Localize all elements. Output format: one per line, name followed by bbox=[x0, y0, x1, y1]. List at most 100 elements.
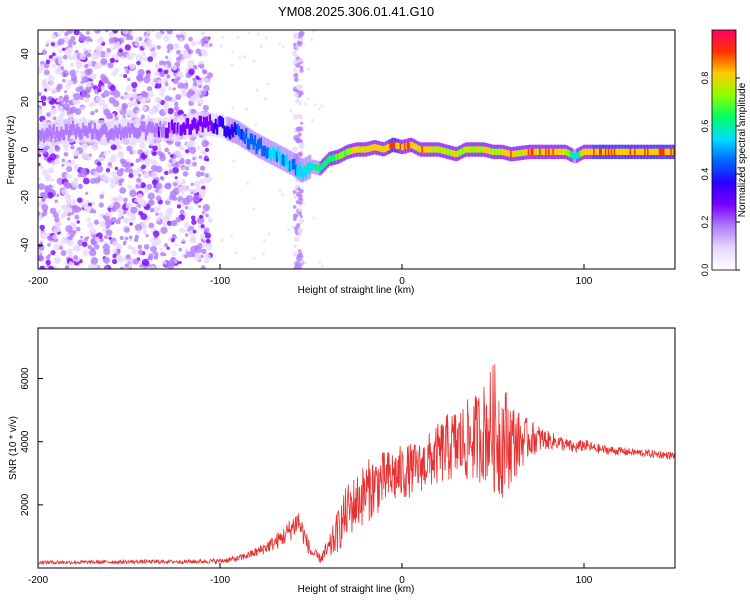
spectral-blob bbox=[138, 36, 143, 42]
spectral-blob bbox=[103, 214, 110, 222]
spectral-blob bbox=[162, 185, 166, 189]
spectral-blob bbox=[184, 205, 189, 210]
spectral-blob bbox=[166, 208, 173, 215]
spectral-blob bbox=[56, 83, 63, 90]
ridge-cell bbox=[184, 124, 187, 135]
spectral-blob bbox=[78, 86, 83, 91]
spectral-blob bbox=[266, 82, 270, 86]
spectral-blob bbox=[192, 157, 196, 161]
ridge-cell bbox=[335, 154, 338, 161]
spectral-blob bbox=[103, 265, 109, 269]
spectral-blob bbox=[143, 220, 148, 224]
ridge-cell bbox=[447, 149, 450, 156]
spectral-blob bbox=[91, 100, 97, 106]
ridge-cell bbox=[160, 126, 163, 138]
spectral-blob bbox=[127, 212, 131, 217]
spectral-blob bbox=[231, 50, 235, 54]
spectral-blob bbox=[137, 68, 145, 77]
ridge-cell bbox=[351, 147, 354, 154]
spectral-blob bbox=[86, 236, 90, 240]
ridge-cell bbox=[354, 146, 357, 153]
spectral-blob bbox=[299, 214, 303, 219]
spectral-blob bbox=[147, 256, 151, 260]
spectral-blob bbox=[306, 97, 310, 101]
spectral-blob bbox=[103, 235, 108, 240]
spectral-blob bbox=[119, 73, 123, 78]
ridge-cell bbox=[459, 149, 462, 156]
spectral-blob bbox=[110, 217, 117, 224]
ridge-cell bbox=[619, 148, 622, 155]
spectral-blob bbox=[65, 198, 72, 205]
spectral-blob bbox=[190, 182, 194, 187]
ridge-cell bbox=[644, 148, 647, 155]
spectral-blob bbox=[200, 224, 205, 229]
spectral-blob bbox=[39, 241, 43, 246]
spectral-blob bbox=[166, 220, 172, 226]
ridge-cell bbox=[60, 126, 63, 138]
spectral-blob bbox=[38, 214, 43, 221]
spectral-blob bbox=[278, 188, 282, 192]
ridge-cell bbox=[492, 148, 495, 155]
ridge-cell bbox=[453, 150, 456, 157]
ridge-cell bbox=[306, 162, 309, 174]
spectral-blob bbox=[234, 251, 238, 255]
spectral-blob bbox=[166, 74, 170, 78]
spectral-blob bbox=[181, 191, 185, 196]
ridge-cell bbox=[207, 121, 210, 132]
ridge-cell bbox=[370, 144, 373, 152]
ridge-cell bbox=[655, 148, 658, 155]
spectral-blob bbox=[62, 103, 70, 111]
ridge-cell bbox=[664, 148, 667, 155]
spectral-blob bbox=[291, 225, 295, 229]
ridge-cell bbox=[665, 148, 669, 155]
spectral-blob bbox=[109, 57, 115, 63]
spectral-blob bbox=[118, 37, 125, 44]
ridge-cell bbox=[457, 150, 460, 157]
spectral-blob bbox=[166, 246, 170, 250]
spectral-blob bbox=[131, 248, 138, 255]
ridge-cell bbox=[312, 163, 315, 170]
ridge-cell bbox=[57, 130, 60, 142]
spectral-blob bbox=[108, 236, 112, 240]
spectral-blob bbox=[39, 265, 45, 269]
spectral-blob bbox=[296, 113, 302, 119]
ridge-cell bbox=[376, 144, 379, 151]
ridge-cell bbox=[108, 129, 111, 141]
ridge-cell bbox=[516, 150, 519, 157]
ridge-cell bbox=[232, 126, 235, 138]
ridge-cell bbox=[638, 148, 641, 155]
spectral-blob bbox=[152, 145, 158, 151]
spectral-blob bbox=[185, 149, 190, 154]
spectral-blob bbox=[159, 91, 165, 97]
ridge-cell bbox=[229, 128, 232, 140]
spectral-blob bbox=[124, 66, 128, 70]
spectral-blob bbox=[298, 90, 304, 96]
ridge-cell bbox=[153, 126, 156, 138]
spectral-blob bbox=[157, 150, 163, 156]
spectral-blob bbox=[135, 98, 140, 103]
ridge-cell bbox=[50, 131, 53, 142]
ridge-cell bbox=[488, 147, 491, 155]
ridge-cell bbox=[606, 148, 609, 155]
spectral-blob bbox=[50, 42, 55, 47]
spectral-blob bbox=[121, 102, 129, 110]
ridge-cell bbox=[71, 120, 75, 132]
spectral-blob bbox=[124, 161, 132, 169]
spectral-blob bbox=[147, 192, 155, 200]
spectral-blob bbox=[302, 201, 306, 205]
ridge-cell bbox=[593, 148, 596, 155]
ridge-cell bbox=[307, 163, 311, 175]
ridge-cell bbox=[610, 148, 613, 155]
spectral-blob bbox=[57, 58, 64, 65]
spectral-blob bbox=[47, 167, 55, 174]
ridge-cell bbox=[134, 127, 137, 138]
spectral-blob bbox=[298, 204, 302, 208]
spectral-blob bbox=[254, 123, 258, 127]
spectral-blob bbox=[93, 243, 100, 250]
spectral-blob bbox=[74, 49, 79, 54]
spectral-blob bbox=[51, 34, 57, 40]
spectral-blob bbox=[167, 151, 171, 155]
ridge-cell bbox=[239, 128, 242, 140]
ridge-cell bbox=[421, 146, 424, 153]
spectral-blob bbox=[189, 188, 193, 193]
